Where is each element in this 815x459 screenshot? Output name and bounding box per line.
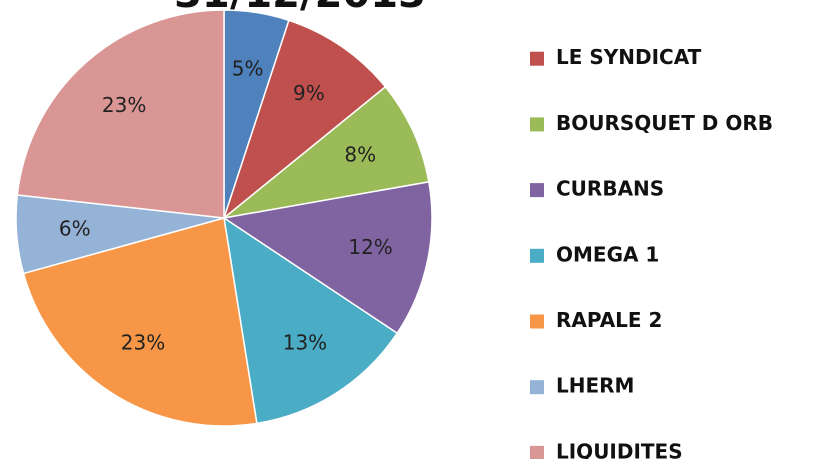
legend-label: LE SYNDICAT [556, 45, 702, 69]
pie-slice [222, 19, 387, 221]
data-label: 23% [102, 93, 146, 117]
pie-slice [221, 85, 430, 220]
legend-label: OMEGA 1 [556, 242, 659, 266]
legend-label: LHERM [556, 374, 634, 398]
pie-slice [222, 216, 399, 425]
legend-label: RAPALE 2 [556, 308, 662, 332]
legend-swatch [530, 51, 544, 66]
legend-label: LIQUIDITES [556, 439, 683, 459]
legend-swatch [530, 183, 544, 198]
data-label: 13% [283, 330, 327, 354]
data-label: 8% [344, 142, 376, 166]
data-label: 5% [232, 57, 264, 81]
legend-swatch [530, 248, 544, 263]
legend-swatch [530, 314, 544, 329]
data-label: 23% [121, 330, 165, 354]
legend-swatch [530, 117, 544, 132]
legend-label: CURBANS [556, 177, 664, 201]
pie-slice [16, 9, 225, 219]
data-label: 9% [293, 81, 325, 105]
pie-slice [222, 181, 433, 335]
legend-swatch [530, 445, 544, 459]
pie-slice [22, 217, 258, 427]
data-label: 6% [59, 216, 91, 240]
legend-label: PIERREFONDS [556, 0, 715, 4]
legend-swatch [530, 380, 544, 395]
legend-label: BOURSQUET D ORB [556, 111, 773, 135]
data-label: 12% [348, 235, 392, 259]
